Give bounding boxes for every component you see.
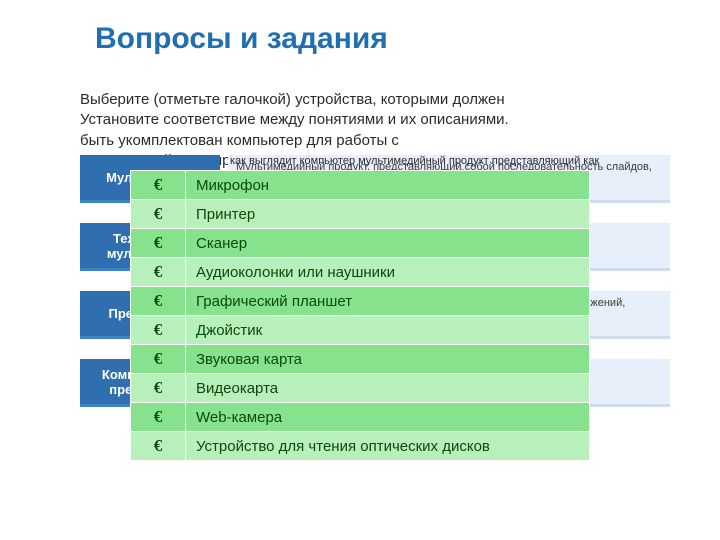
checkbox-cell[interactable]: € — [131, 316, 186, 345]
checkbox-cell[interactable]: € — [131, 200, 186, 229]
checklist-label: Джойстик — [186, 316, 590, 345]
checklist-label: Звуковая карта — [186, 345, 590, 374]
checklist-row: €Сканер — [131, 229, 590, 258]
checkbox-cell[interactable]: € — [131, 258, 186, 287]
checkbox-cell[interactable]: € — [131, 403, 186, 432]
checklist-label: Видеокарта — [186, 374, 590, 403]
checklist-label: Графический планшет — [186, 287, 590, 316]
checklist-row: €Web-камера — [131, 403, 590, 432]
checklist-label: Сканер — [186, 229, 590, 258]
prompt-line: Установите соответствие между понятиями … — [80, 111, 509, 128]
device-checklist: €Микрофон €Принтер €Сканер €Аудиоколонки… — [130, 170, 590, 461]
checkbox-cell[interactable]: € — [131, 287, 186, 316]
checklist-row: €Джойстик — [131, 316, 590, 345]
checklist-label: Принтер — [186, 200, 590, 229]
checklist-row: €Устройство для чтения оптических дисков — [131, 432, 590, 461]
checklist-row: €Звуковая карта — [131, 345, 590, 374]
checkbox-cell[interactable]: € — [131, 374, 186, 403]
prompt-line: Выберите (отметьте галочкой) устройства,… — [80, 91, 505, 108]
checklist-label: Устройство для чтения оптических дисков — [186, 432, 590, 461]
checklist-label: Web-камера — [186, 403, 590, 432]
prompt-line: быть укомплектован компьютер для работы … — [80, 132, 399, 149]
checklist-row: €Аудиоколонки или наушники — [131, 258, 590, 287]
checklist-label: Аудиоколонки или наушники — [186, 258, 590, 287]
checkbox-cell[interactable]: € — [131, 432, 186, 461]
checklist-label: Микрофон — [186, 171, 590, 200]
checkbox-cell[interactable]: € — [131, 229, 186, 258]
checklist-row: €Принтер — [131, 200, 590, 229]
checklist-row: €Графический планшет — [131, 287, 590, 316]
checklist-row: €Видеокарта — [131, 374, 590, 403]
checklist-row: €Микрофон — [131, 171, 590, 200]
checkbox-cell[interactable]: € — [131, 345, 186, 374]
checkbox-cell[interactable]: € — [131, 171, 186, 200]
page-title: Вопросы и задания — [95, 22, 388, 56]
